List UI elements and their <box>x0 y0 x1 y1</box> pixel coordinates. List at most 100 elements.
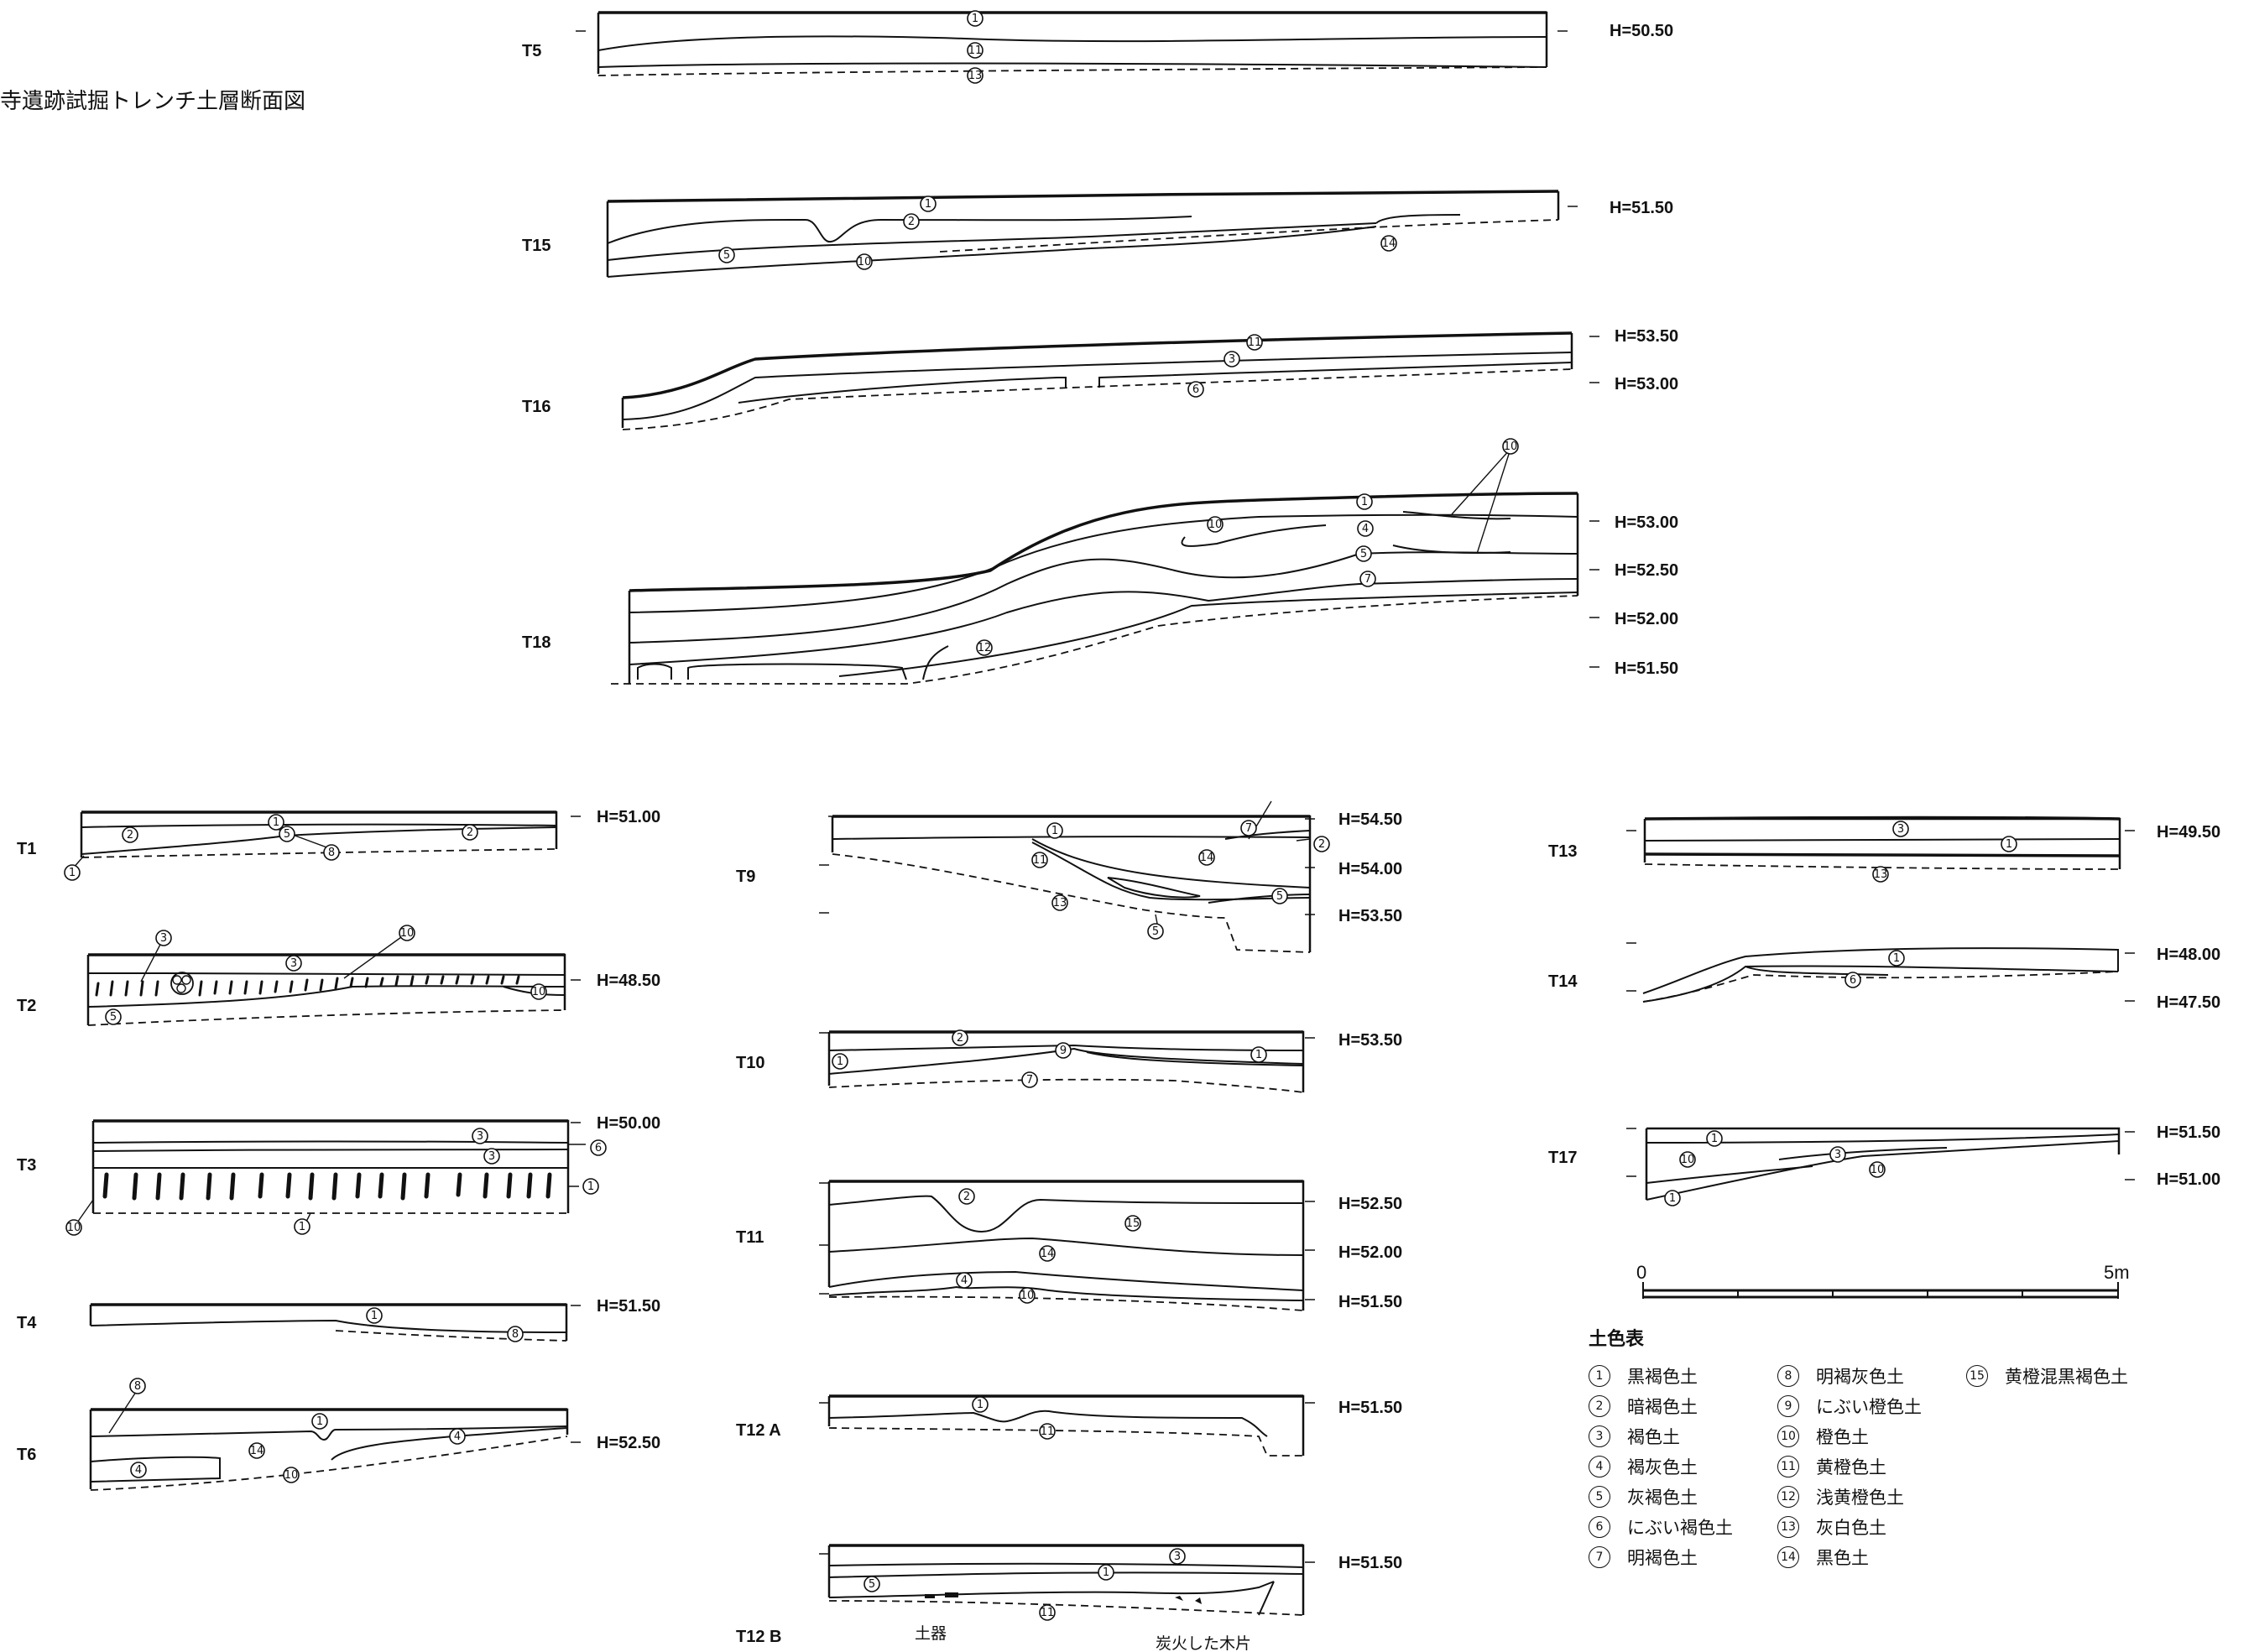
legend-item: 11 黄橙色土 <box>1777 1451 1966 1482</box>
svg-text:3: 3 <box>160 932 167 945</box>
svg-text:5: 5 <box>284 828 290 841</box>
svg-text:1: 1 <box>299 1221 305 1233</box>
layer-marker-3: 3 <box>155 930 172 946</box>
height-label: H=54.50 <box>1338 810 1402 829</box>
trench-label: T14 <box>1548 972 1578 991</box>
layer-marker-11: 11 <box>1039 1423 1056 1440</box>
svg-text:10: 10 <box>532 986 546 998</box>
legend-item: 13 灰白色土 <box>1777 1512 1966 1542</box>
legend-label: にぶい橙色土 <box>1816 1397 1922 1417</box>
layer-marker-1: 1 <box>920 195 937 212</box>
layer-marker-5: 5 <box>279 826 295 842</box>
height-label: H=51.00 <box>2157 1170 2220 1189</box>
trench-T12B: T12 B H=51.50 土器 炭火した木片 <box>736 1544 1402 1652</box>
layer-marker-11: 11 <box>1246 334 1263 351</box>
svg-text:13: 13 <box>1053 897 1067 909</box>
legend-item: 7 明褐色土 <box>1589 1542 1777 1572</box>
svg-text:6: 6 <box>595 1142 602 1154</box>
height-label: H=51.50 <box>1338 1554 1402 1572</box>
svg-text:1: 1 <box>69 867 76 879</box>
height-label: H=54.00 <box>1338 860 1402 878</box>
layer-marker-1: 1 <box>2001 836 2017 852</box>
trench-label: T1 <box>17 840 36 858</box>
layer-marker-10: 10 <box>399 925 415 941</box>
svg-text:3: 3 <box>477 1130 483 1143</box>
layer-marker-11: 11 <box>1031 852 1048 868</box>
trench-label: T11 <box>736 1228 764 1247</box>
legend-label: 浅黄橙色土 <box>1816 1488 1904 1508</box>
layer-marker-5: 5 <box>864 1576 880 1592</box>
layer-marker-5: 5 <box>1355 545 1372 562</box>
svg-text:10: 10 <box>1681 1154 1695 1166</box>
layer-marker-3: 3 <box>285 955 302 972</box>
layer-marker-3: 3 <box>1224 351 1240 367</box>
svg-text:11: 11 <box>1033 854 1047 867</box>
layer-marker-9: 9 <box>1055 1042 1072 1059</box>
soil-color-legend: 土色表 1 黒褐色土 2 暗褐色土 3 褐色土 4 褐灰色土 5 灰褐色土 6 にぶい褐色土 7 明褐色土… <box>1589 1324 2226 1572</box>
svg-text:5: 5 <box>869 1578 875 1591</box>
legend-item: 15 黄橙混黒褐色土 <box>1966 1361 2218 1391</box>
legend-label: 黒色土 <box>1816 1548 1869 1568</box>
height-label: H=52.00 <box>1338 1243 1402 1262</box>
layer-marker-5: 5 <box>1271 888 1288 904</box>
svg-text:5: 5 <box>1360 548 1367 560</box>
layer-marker-10: 10 <box>1869 1161 1886 1178</box>
svg-text:4: 4 <box>961 1274 968 1287</box>
trench-label: T10 <box>736 1054 764 1072</box>
layer-marker-13: 13 <box>1872 866 1889 883</box>
layer-marker-10: 10 <box>1679 1151 1696 1168</box>
svg-text:1: 1 <box>273 816 279 829</box>
svg-text:1: 1 <box>972 13 978 25</box>
layer-marker-2: 2 <box>1313 836 1330 852</box>
svg-text:1: 1 <box>1103 1566 1109 1579</box>
svg-text:13: 13 <box>1874 868 1888 881</box>
trench-label: T18 <box>522 633 550 652</box>
svg-text:10: 10 <box>284 1469 299 1482</box>
legend-item: 3 褐色土 <box>1589 1421 1777 1451</box>
annotation-charcoal: 炭火した木片 <box>1156 1634 1251 1652</box>
legend-item: 14 黒色土 <box>1777 1542 1966 1572</box>
layer-marker-3: 3 <box>483 1148 500 1165</box>
layer-marker-1: 1 <box>64 864 81 881</box>
trench-T17: T17 H=51.50 H=51.00 <box>1548 1123 2220 1201</box>
svg-text:1: 1 <box>1711 1133 1718 1145</box>
legend-label: 黒褐色土 <box>1627 1367 1698 1387</box>
layer-marker-3: 3 <box>1829 1146 1846 1163</box>
svg-text:1: 1 <box>587 1180 594 1193</box>
svg-text:2: 2 <box>467 826 473 839</box>
trench-label: T12 A <box>736 1421 781 1440</box>
svg-text:10: 10 <box>1208 519 1223 531</box>
legend-item: 1 黒褐色土 <box>1589 1361 1777 1391</box>
trench-T6: T6 H=52.50 <box>17 1389 660 1491</box>
svg-text:2: 2 <box>908 216 915 228</box>
layer-marker-5: 5 <box>1147 923 1164 940</box>
height-label: H=51.50 <box>1338 1399 1402 1417</box>
svg-text:7: 7 <box>1364 573 1371 586</box>
svg-text:3: 3 <box>290 957 297 970</box>
legend-label: 黄橙色土 <box>1816 1457 1886 1477</box>
trench-T4: T4 H=51.50 <box>17 1297 660 1342</box>
legend-number-badge: 13 <box>1777 1516 1799 1538</box>
svg-text:3: 3 <box>1897 823 1904 836</box>
trench-T15: T15 H=51.50 <box>522 190 1673 278</box>
layer-marker-10: 10 <box>530 983 547 1000</box>
height-label: H=52.50 <box>597 1434 660 1452</box>
layer-marker-10: 10 <box>65 1219 82 1236</box>
svg-text:10: 10 <box>1871 1164 1885 1176</box>
trench-label: T2 <box>17 997 36 1015</box>
svg-text:11: 11 <box>1248 336 1262 349</box>
layer-marker-1: 1 <box>1356 493 1373 510</box>
layer-marker-2: 2 <box>958 1188 975 1205</box>
svg-text:6: 6 <box>1192 383 1199 396</box>
legend-title: 土色表 <box>1589 1329 1645 1350</box>
legend-label: 灰白色土 <box>1816 1518 1886 1538</box>
trench-T2: T2 H=48.50 <box>17 932 660 1026</box>
svg-text:14: 14 <box>1382 237 1396 250</box>
layer-marker-10: 10 <box>283 1467 300 1483</box>
layer-marker-4: 4 <box>956 1272 973 1289</box>
legend-number-badge: 6 <box>1589 1516 1610 1538</box>
layer-marker-1: 1 <box>1706 1130 1723 1147</box>
layer-marker-7: 7 <box>1240 820 1257 836</box>
trench-T14: T14 H=48.00 H=47.50 <box>1548 942 2220 1012</box>
